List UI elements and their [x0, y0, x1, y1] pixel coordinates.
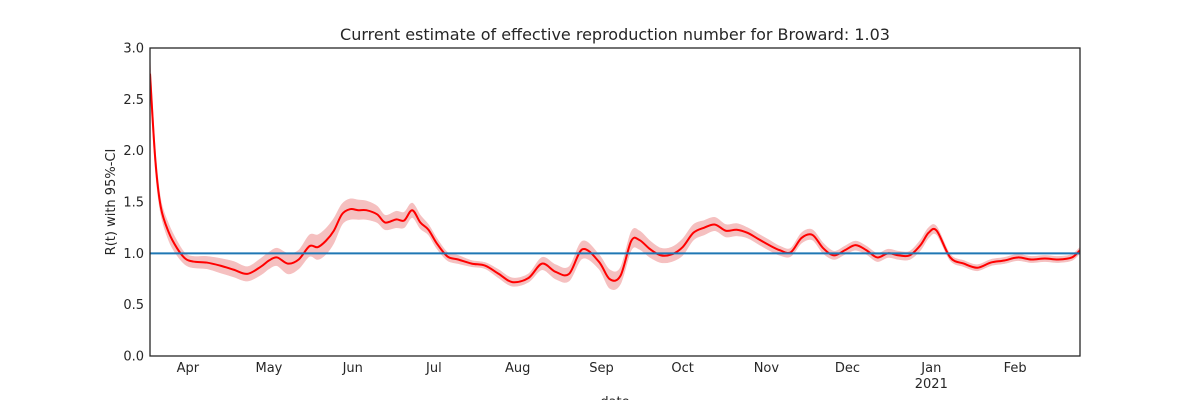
x-tick-label: Jun [342, 361, 363, 376]
plot-content [150, 58, 1080, 291]
y-tick-label: 2.5 [123, 93, 144, 108]
y-tick-label: 2.0 [123, 144, 144, 159]
y-tick-label: 3.0 [123, 42, 144, 57]
y-tick-label: 0.5 [123, 298, 144, 313]
chart-title: Current estimate of effective reproducti… [340, 25, 890, 44]
x-tick-label: Sep [589, 361, 614, 376]
x-axis-title: date [600, 395, 629, 400]
plot-frame [149, 47, 1081, 357]
x-tick-label: May [256, 361, 283, 376]
x-tick-label: Apr [177, 361, 200, 376]
x-tick-label: Dec [835, 361, 860, 376]
x-tick-label: Feb [1004, 361, 1027, 376]
x-tick-label: Aug [505, 361, 530, 376]
rt-line-0 [150, 73, 1080, 284]
x-tick-label: Oct [671, 361, 693, 376]
ci-band-0 [150, 58, 1080, 291]
x-tick-label: Jan [920, 361, 941, 376]
y-tick-label: 1.0 [123, 247, 144, 262]
x-tick-label: Jul [425, 361, 442, 376]
y-axis-title: R(t) with 95%-CI [104, 149, 119, 256]
plot-area: 0.0 0.5 1.0 1.5 2.0 2.5 3.0 Apr May Jun Jul Aug Sep O… [123, 42, 1081, 392]
y-tick-label: 0.0 [123, 350, 144, 365]
x-tick-label: Nov [754, 361, 780, 376]
y-tick-label: 1.5 [123, 196, 144, 211]
x-tick-sublabel: 2021 [915, 377, 948, 392]
